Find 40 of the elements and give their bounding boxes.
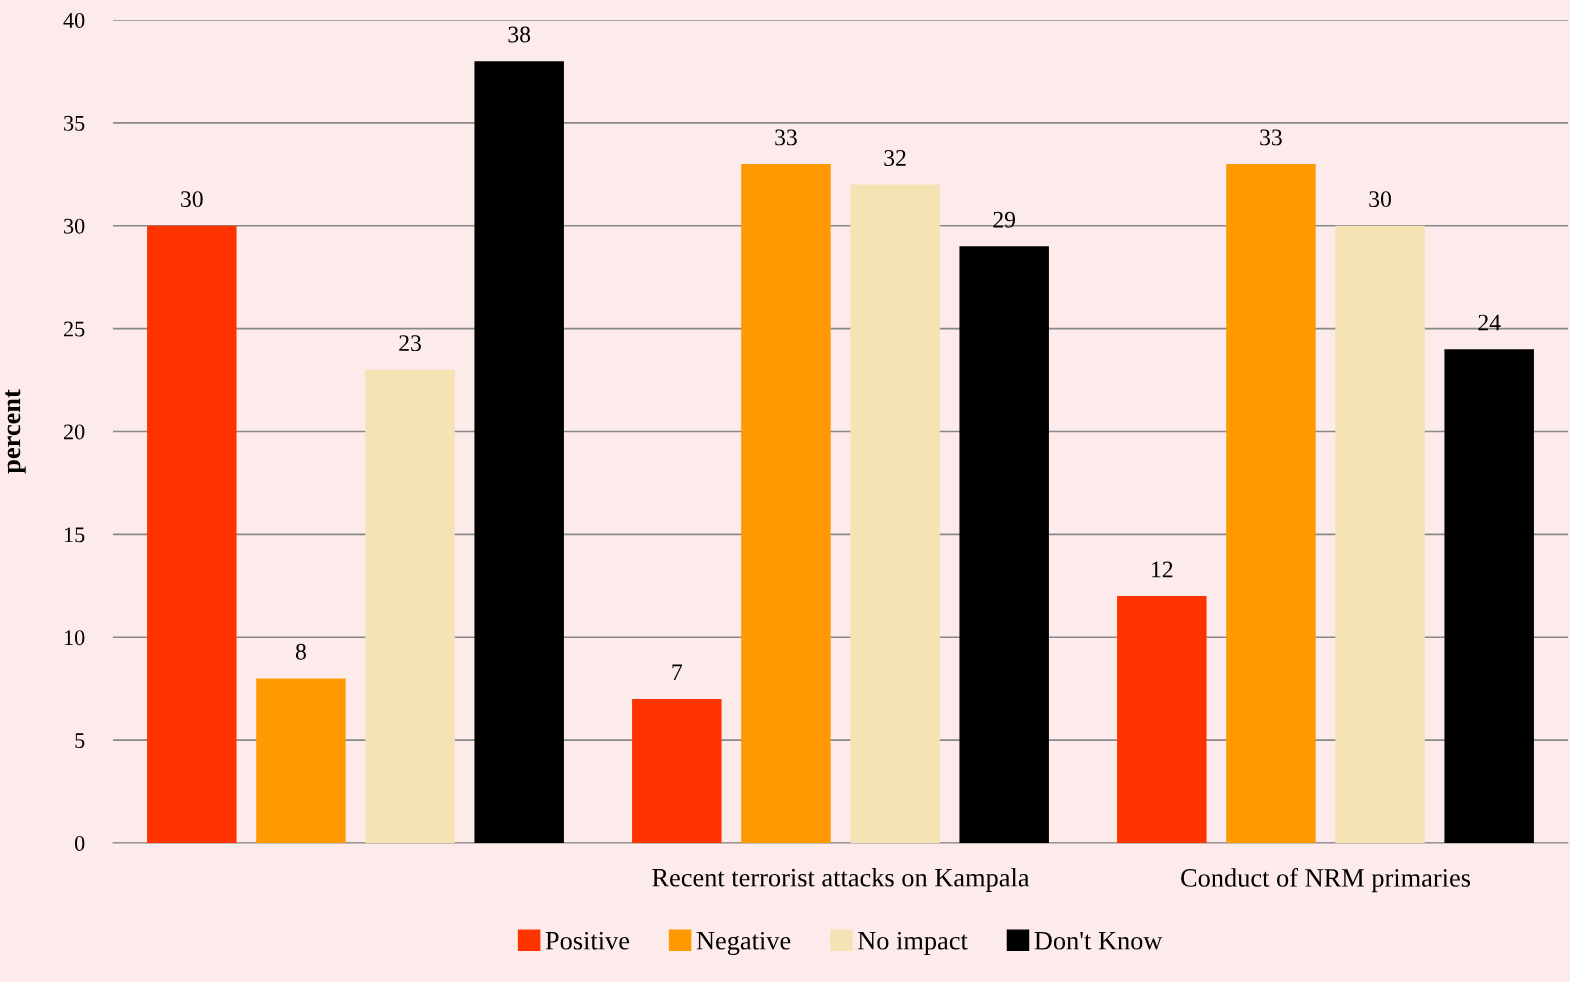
data-label: 7 <box>672 664 683 681</box>
y-tick-label: 10 <box>64 630 85 646</box>
data-label: 33 <box>1260 129 1282 146</box>
legend-label: Positive <box>545 931 630 950</box>
x-tick-label: Recent terrorist attacks on Kampala <box>652 868 1030 892</box>
bar <box>147 225 237 843</box>
bar <box>1226 164 1316 843</box>
y-tick-label: 20 <box>63 424 85 440</box>
data-label: 38 <box>508 26 531 43</box>
data-label: 23 <box>399 335 421 352</box>
data-label: 24 <box>1478 314 1501 331</box>
data-label: 8 <box>295 643 306 660</box>
y-tick-label: 40 <box>63 12 85 28</box>
y-tick-label: 0 <box>74 835 85 851</box>
y-tick-label: 35 <box>64 115 85 131</box>
legend-label: No impact <box>857 931 968 955</box>
bar <box>256 678 346 843</box>
bar <box>1117 596 1207 843</box>
bar <box>365 369 455 843</box>
bar <box>1335 225 1425 843</box>
data-label: 30 <box>1369 191 1391 208</box>
y-tick-label: 30 <box>64 218 85 234</box>
legend-label: Don't Know <box>1034 932 1163 950</box>
bar <box>1444 349 1534 843</box>
data-label: 30 <box>181 191 203 208</box>
data-label: 33 <box>775 129 797 146</box>
data-label: 29 <box>993 211 1016 228</box>
data-label: 32 <box>884 150 906 166</box>
data-label: 12 <box>1152 561 1173 578</box>
legend-label: Negative <box>696 931 791 956</box>
bar <box>632 698 722 843</box>
bar <box>850 184 940 843</box>
bar <box>474 61 564 843</box>
y-axis-title: percent <box>5 389 26 474</box>
x-tick-label: Conduct of NRM primaries <box>1181 868 1471 893</box>
y-tick-label: 15 <box>64 527 85 543</box>
y-tick-label: 25 <box>63 321 85 337</box>
y-tick-label: 5 <box>75 733 85 749</box>
bar <box>741 164 831 843</box>
bar <box>959 246 1049 843</box>
